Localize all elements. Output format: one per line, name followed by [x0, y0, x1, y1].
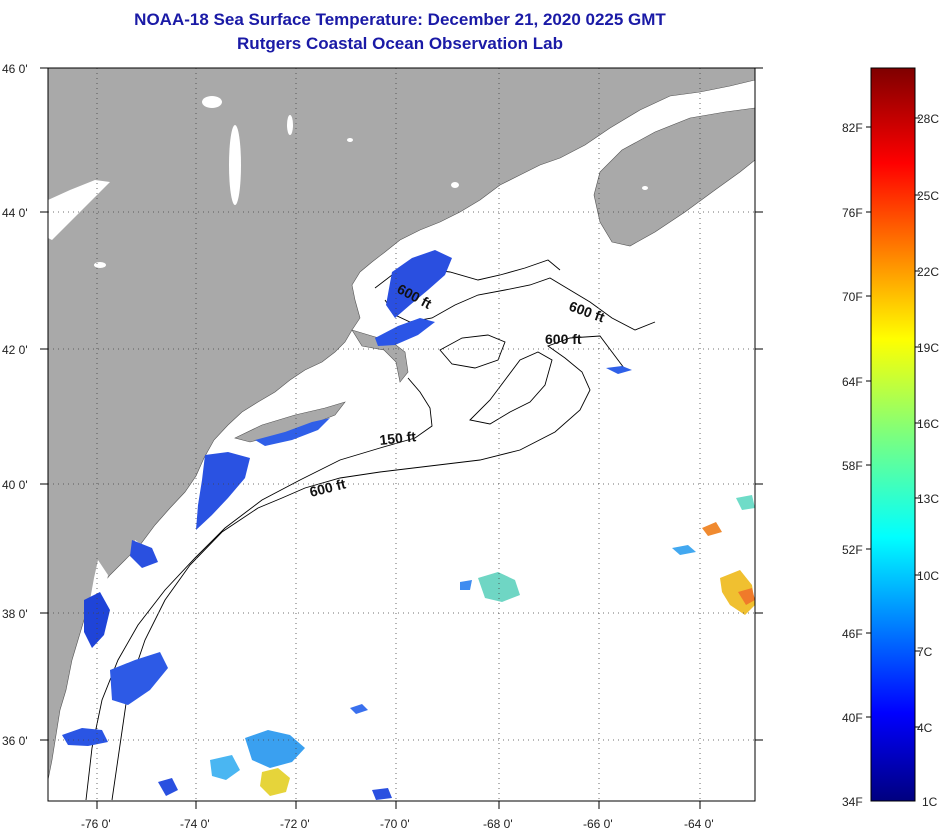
- sst-patch-east-4: [606, 366, 632, 374]
- sst-patch-east-3: [736, 495, 755, 510]
- lat-label: 42 0': [2, 343, 28, 357]
- colorbar: 82F 76F 70F 64F 58F 52F 46F 40F 34F 28C …: [842, 67, 939, 809]
- sst-patch-east-1: [702, 522, 722, 536]
- sst-patch-south-1: [158, 778, 178, 796]
- small-lake: [202, 96, 222, 108]
- colorbar-f-label: 58F: [842, 459, 863, 473]
- colorbar-f-label: 46F: [842, 627, 863, 641]
- sst-patch-mass-bay: [375, 318, 435, 346]
- sst-patch-south-2: [372, 788, 392, 800]
- longitude-labels: -76 0' -74 0' -72 0' -70 0' -68 0' -66 0…: [81, 817, 714, 831]
- small-lake: [451, 182, 459, 188]
- sst-patch-delmarva: [130, 540, 158, 568]
- sst-patch-virginia-coast: [110, 652, 168, 705]
- colorbar-f-label: 52F: [842, 543, 863, 557]
- small-lake: [94, 262, 106, 268]
- colorbar-c-label: 22C: [917, 265, 939, 279]
- colorbar-c-label: 4C: [917, 721, 933, 735]
- sst-patch-gulf-stream-2: [260, 768, 290, 796]
- map-frame: [47, 67, 756, 802]
- lon-label: -68 0': [483, 817, 513, 831]
- colorbar-c-label: 7C: [917, 645, 933, 659]
- colorbar-c-label: 28C: [917, 112, 939, 126]
- graticule: [48, 68, 755, 801]
- colorbar-c-label: 13C: [917, 492, 939, 506]
- map-subtitle: Rutgers Coastal Ocean Observation Lab: [237, 34, 563, 53]
- sst-patch-ocean-mid: [478, 572, 520, 602]
- sst-patch-gulf-stream-1: [245, 730, 305, 768]
- colorbar-c-label: 19C: [917, 341, 939, 355]
- map-title: NOAA-18 Sea Surface Temperature: Decembe…: [134, 10, 666, 29]
- sst-patch-chesapeake: [84, 592, 110, 648]
- lat-label: 38 0': [2, 607, 28, 621]
- colorbar-f-label: 70F: [842, 290, 863, 304]
- lon-label: -66 0': [583, 817, 613, 831]
- colorbar-f-label: 34F: [842, 795, 863, 809]
- lon-label: -72 0': [280, 817, 310, 831]
- sst-patch-east-5: [350, 704, 368, 714]
- lake-ontario: [48, 180, 110, 240]
- sst-patch-gulf-of-maine: [386, 250, 452, 318]
- colorbar-f-label: 82F: [842, 121, 863, 135]
- contour-label: 600 ft: [545, 331, 582, 347]
- lon-label: -70 0': [380, 817, 410, 831]
- colorbar-f-label: 76F: [842, 206, 863, 220]
- sst-patch-ny-bight: [255, 418, 330, 446]
- lon-label: -76 0': [81, 817, 111, 831]
- small-lake: [347, 138, 353, 142]
- lat-label: 46 0': [2, 62, 28, 76]
- small-lake: [287, 115, 293, 135]
- land-nova-scotia: [593, 107, 755, 247]
- colorbar-gradient: [870, 67, 916, 802]
- lat-label: 36 0': [2, 734, 28, 748]
- lat-label: 40 0': [2, 478, 28, 492]
- colorbar-c-label: 1C: [922, 795, 938, 809]
- colorbar-f-label: 40F: [842, 711, 863, 725]
- contour-georges: [439, 334, 506, 369]
- sst-patch-east-2: [672, 545, 696, 555]
- axis-ticks: [40, 67, 763, 809]
- colorbar-f-label: 64F: [842, 375, 863, 389]
- contour-600ft-shelf: [111, 335, 625, 801]
- lake-champlain: [229, 125, 241, 205]
- colorbar-c-label: 25C: [917, 189, 939, 203]
- lon-label: -64 0': [684, 817, 714, 831]
- lon-label: -74 0': [180, 817, 210, 831]
- sst-patch-nj-shelf: [196, 452, 250, 530]
- colorbar-c-label: 16C: [917, 417, 939, 431]
- sst-pixels: [62, 250, 755, 800]
- contour-banks: [469, 351, 553, 425]
- latitude-labels: 46 0' 44 0' 42 0' 40 0' 38 0' 36 0': [2, 62, 28, 748]
- small-lake: [642, 186, 648, 190]
- sst-patch-ocean-small: [460, 580, 472, 590]
- colorbar-c-label: 10C: [917, 569, 939, 583]
- map-area: 600 ft 600 ft 600 ft 150 ft 600 ft: [48, 68, 755, 801]
- sst-patch-gulf-stream-3: [210, 755, 240, 780]
- sst-patch-hatteras: [62, 728, 108, 746]
- lat-label: 44 0': [2, 206, 28, 220]
- contour-label: 150 ft: [379, 428, 417, 448]
- sst-patch-gulf-stream-warm-2: [738, 588, 755, 605]
